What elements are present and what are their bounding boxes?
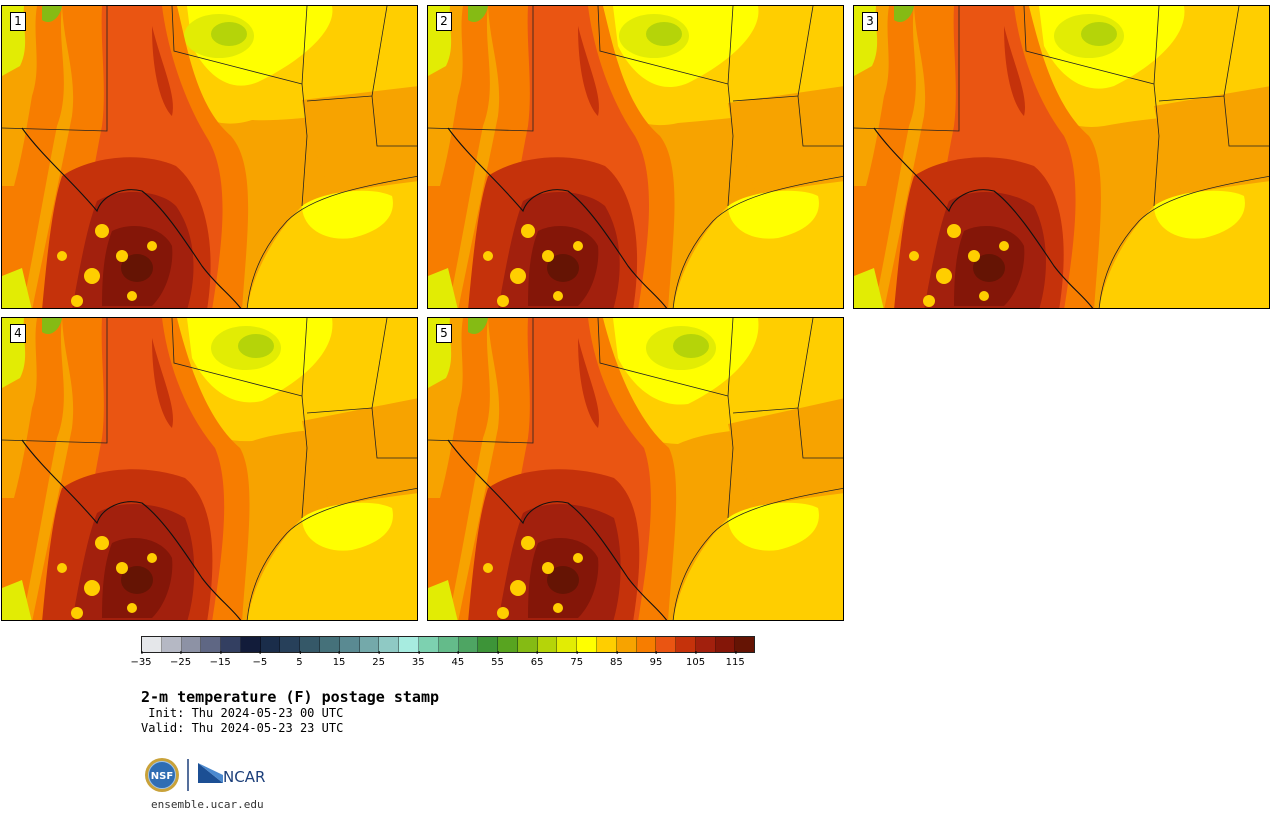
- colorbar-segment: [240, 637, 261, 652]
- colorbar-tick-label: 5: [296, 651, 303, 668]
- colorbar-tick-label: 65: [531, 651, 543, 668]
- colorbar-segment: [379, 637, 400, 652]
- colorbar-tick-label: 85: [610, 651, 623, 668]
- colorbar-segment: [438, 637, 459, 652]
- colorbar-tick-label: −15: [210, 651, 231, 668]
- ensemble-member-panel-4[interactable]: 4: [1, 317, 418, 621]
- svg-text:NSF: NSF: [151, 771, 173, 782]
- colorbar-tick-label: 45: [452, 651, 464, 668]
- colorbar-tick-label: −35: [130, 651, 152, 668]
- temperature-map-3: [854, 6, 1269, 308]
- website-url: ensemble.ucar.edu: [151, 798, 264, 811]
- ncar-logo: NCAR: [198, 763, 265, 786]
- ensemble-member-panel-1[interactable]: 1: [1, 5, 418, 309]
- colorbar-tick-label: 115: [726, 651, 745, 668]
- svg-text:NCAR: NCAR: [223, 768, 265, 786]
- sponsor-logos: NSF NCAR: [145, 757, 275, 793]
- temperature-map-4: [2, 318, 417, 620]
- colorbar-tick-label: −25: [170, 651, 191, 668]
- panel-label-1: 1: [10, 12, 26, 31]
- colorbar-segment: [300, 637, 321, 652]
- valid-time: Valid: Thu 2024-05-23 23 UTC: [141, 721, 344, 735]
- colorbar-tick-label: 25: [372, 651, 385, 668]
- colorbar-segment: [695, 637, 716, 652]
- colorbar-segment: [339, 637, 360, 652]
- colorbar-segment: [181, 637, 202, 652]
- init-time: Init: Thu 2024-05-23 00 UTC: [141, 706, 344, 720]
- ensemble-member-panel-2[interactable]: 2: [427, 5, 844, 309]
- colorbar-segment: [478, 637, 499, 652]
- colorbar-tick-label: 75: [570, 651, 583, 668]
- colorbar-segment: [616, 637, 637, 652]
- colorbar-segment: [735, 637, 755, 652]
- colorbar-segment: [359, 637, 380, 652]
- temperature-colorbar: [141, 636, 755, 653]
- temperature-map-2: [428, 6, 843, 308]
- colorbar-segment: [636, 637, 657, 652]
- colorbar-segment: [399, 637, 419, 652]
- colorbar-segment: [418, 637, 439, 652]
- colorbar-tick-label: 55: [491, 651, 504, 668]
- colorbar-segment: [458, 637, 479, 652]
- colorbar-segment: [557, 637, 578, 652]
- ensemble-member-panel-5[interactable]: 5: [427, 317, 844, 621]
- colorbar-segment: [656, 637, 677, 652]
- colorbar-tick-labels: −35 −25 −15 −5 5 15 25 35 45 55 65 75 85 95 105 115: [130, 651, 755, 673]
- temperature-map-1: [2, 6, 417, 308]
- colorbar-segment: [596, 637, 617, 652]
- nsf-logo: NSF: [145, 758, 179, 792]
- temperature-map-5: [428, 318, 843, 620]
- figure-title: 2-m temperature (F) postage stamp: [141, 688, 440, 706]
- colorbar-segment: [320, 637, 340, 652]
- colorbar-segment: [577, 637, 597, 652]
- colorbar-segment: [715, 637, 736, 652]
- colorbar-segment: [537, 637, 558, 652]
- colorbar-segment: [221, 637, 241, 652]
- colorbar-segment: [201, 637, 222, 652]
- panel-label-5: 5: [436, 324, 452, 343]
- colorbar-segment: [498, 637, 518, 652]
- colorbar-segment: [280, 637, 301, 652]
- colorbar-segment: [260, 637, 281, 652]
- colorbar-segment: [517, 637, 538, 652]
- colorbar-segment: [142, 637, 162, 652]
- panel-label-4: 4: [10, 324, 26, 343]
- colorbar-tick-label: 15: [333, 651, 345, 668]
- colorbar-tick-label: −5: [252, 651, 267, 668]
- ensemble-member-panel-3[interactable]: 3: [853, 5, 1270, 309]
- colorbar-segment: [676, 637, 696, 652]
- colorbar-segment: [161, 637, 182, 652]
- colorbar-tick-label: 35: [412, 651, 425, 668]
- panel-label-2: 2: [436, 12, 452, 31]
- colorbar-tick-label: 105: [686, 651, 705, 668]
- panel-label-3: 3: [862, 12, 878, 31]
- colorbar-tick-label: 95: [650, 651, 662, 668]
